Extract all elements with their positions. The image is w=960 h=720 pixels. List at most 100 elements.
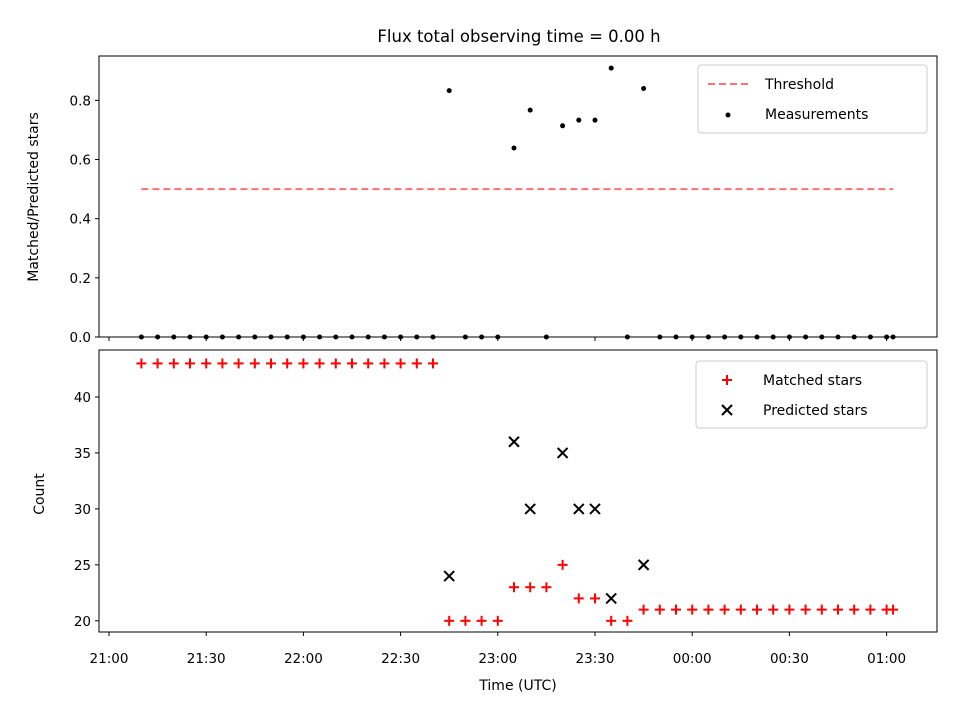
matched-star-point bbox=[282, 358, 293, 369]
legend-matched-label: Matched stars bbox=[763, 373, 862, 389]
matched-star-point bbox=[557, 559, 568, 570]
measurement-point bbox=[608, 65, 614, 71]
matched-star-point bbox=[687, 604, 698, 615]
measurement-point bbox=[576, 117, 582, 123]
measurement-point bbox=[511, 145, 517, 151]
bottom-x-tick-label: 22:30 bbox=[381, 651, 420, 667]
cross-stroke bbox=[556, 447, 569, 459]
bottom-y-tick-label: 20 bbox=[74, 614, 91, 630]
matched-star-point bbox=[298, 358, 309, 369]
matched-star-point bbox=[492, 615, 503, 626]
legend-matched-swatch bbox=[722, 375, 732, 385]
matched-star-point bbox=[201, 358, 212, 369]
cross-stroke bbox=[443, 570, 455, 582]
bottom-legend-box bbox=[695, 360, 928, 429]
matched-star-point bbox=[865, 604, 876, 615]
matched-star-point bbox=[136, 358, 147, 369]
matched-star-point bbox=[460, 615, 471, 626]
matched-star-point bbox=[266, 358, 276, 369]
predicted-star-point bbox=[556, 447, 569, 459]
top-legend-box bbox=[697, 64, 928, 134]
matched-star-point bbox=[573, 593, 584, 604]
matched-star-point bbox=[233, 358, 244, 369]
bottom-legend: Matched stars Predicted stars bbox=[695, 360, 928, 429]
legend-plus-marker bbox=[722, 375, 732, 385]
cross-stroke bbox=[589, 503, 601, 515]
matched-star-point bbox=[411, 358, 422, 369]
predicted-star-point bbox=[508, 436, 520, 448]
matched-star-point bbox=[888, 604, 899, 615]
predicted-star-point bbox=[589, 503, 601, 515]
bottom-plot-frame bbox=[98, 349, 938, 633]
matched-star-point bbox=[314, 358, 325, 369]
legend-predicted-label: Predicted stars bbox=[763, 403, 868, 419]
matched-star-point bbox=[330, 358, 341, 369]
top-legend: Threshold Measurements bbox=[697, 64, 928, 134]
predicted-star-point bbox=[605, 592, 617, 605]
top-y-ticks: 0.0 0.2 0.4 0.6 0.8 bbox=[70, 93, 99, 346]
measurement-point bbox=[592, 117, 598, 123]
matched-star-point bbox=[784, 604, 795, 615]
matched-star-point bbox=[476, 615, 487, 626]
bottom-x-tick-label: 23:00 bbox=[478, 651, 517, 667]
matched-star-point bbox=[816, 604, 827, 615]
cross-stroke bbox=[605, 592, 617, 605]
bottom-y-tick-label: 30 bbox=[74, 502, 91, 518]
matched-star-point bbox=[849, 604, 860, 615]
matched-star-point bbox=[541, 582, 552, 593]
x-axis-label: Time (UTC) bbox=[478, 678, 556, 694]
top-plot-frame bbox=[98, 55, 938, 338]
measurements-series bbox=[138, 65, 896, 340]
matched-star-point bbox=[606, 615, 617, 626]
top-y-tick-label: 0.6 bbox=[70, 153, 91, 169]
matched-star-point bbox=[379, 358, 390, 369]
bottom-x-tick-label: 00:00 bbox=[673, 651, 712, 667]
predicted-star-point bbox=[637, 559, 650, 571]
predicted-stars-series bbox=[443, 436, 650, 605]
matched-star-point bbox=[833, 604, 843, 615]
bottom-y-tick-label: 40 bbox=[74, 390, 91, 406]
measurement-point bbox=[446, 88, 452, 94]
bottom-x-tick-label: 23:30 bbox=[576, 651, 615, 667]
measurement-point bbox=[527, 107, 533, 113]
top-y-tick-label: 0.0 bbox=[70, 330, 91, 346]
matched-star-point bbox=[185, 358, 195, 369]
matched-star-point bbox=[152, 358, 163, 369]
matched-star-point bbox=[719, 604, 730, 615]
top-y-tick-label: 0.4 bbox=[70, 212, 91, 228]
matched-star-point bbox=[654, 604, 665, 615]
legend-measurements-label: Measurements bbox=[765, 107, 868, 123]
predicted-star-point bbox=[573, 503, 585, 515]
matched-star-point bbox=[428, 358, 438, 369]
matched-star-point bbox=[217, 358, 228, 369]
legend-predicted-swatch bbox=[721, 404, 733, 416]
matched-star-point bbox=[735, 604, 746, 615]
matched-star-point bbox=[638, 604, 649, 615]
top-chart-title: Flux total observing time = 0.00 h bbox=[377, 27, 660, 46]
bottom-x-ticks: 21:00 21:30 22:00 22:30 23:00 23:30 00:00 00:30… bbox=[90, 632, 906, 667]
cross-stroke bbox=[524, 503, 536, 515]
top-y-tick-label: 0.2 bbox=[70, 271, 91, 287]
bottom-x-tick-label: 21:00 bbox=[90, 651, 129, 667]
matched-star-point bbox=[622, 615, 633, 626]
matched-star-point bbox=[752, 604, 762, 615]
legend-threshold-label: Threshold bbox=[764, 77, 834, 93]
bottom-x-tick-label: 00:30 bbox=[770, 651, 809, 667]
matched-star-point bbox=[363, 358, 374, 369]
matched-star-point bbox=[249, 358, 260, 369]
cross-stroke bbox=[573, 503, 585, 515]
matched-stars-series bbox=[136, 358, 899, 626]
bottom-x-tick-label: 22:00 bbox=[284, 651, 323, 667]
cross-stroke bbox=[637, 559, 650, 571]
matched-star-point bbox=[590, 593, 600, 604]
predicted-star-point bbox=[524, 503, 536, 515]
legend-x-marker bbox=[721, 404, 733, 416]
bottom-y-ticks: 20 25 30 35 40 bbox=[74, 390, 99, 630]
matched-star-point bbox=[347, 358, 357, 369]
bottom-x-tick-label: 21:30 bbox=[187, 651, 226, 667]
top-y-tick-label: 0.8 bbox=[70, 93, 91, 109]
legend-measurements-swatch bbox=[725, 112, 731, 118]
bottom-y-axis-label: Count bbox=[32, 473, 48, 515]
matched-star-point bbox=[768, 604, 779, 615]
measurement-point bbox=[641, 86, 647, 92]
